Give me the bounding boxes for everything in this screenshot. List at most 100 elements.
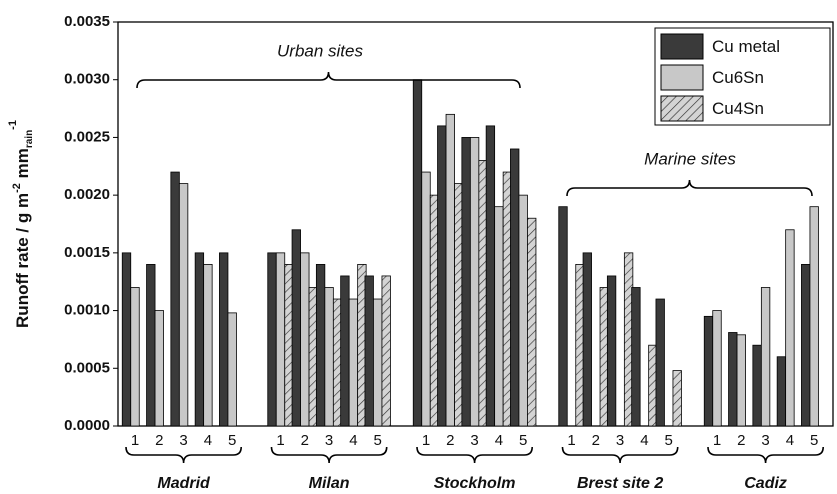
bar xyxy=(170,171,180,427)
x-tick-label: 3 xyxy=(325,432,333,449)
x-tick-label: 3 xyxy=(616,432,624,449)
bar xyxy=(178,183,189,427)
brace xyxy=(125,446,242,464)
bar xyxy=(760,287,771,427)
x-tick-label: 1 xyxy=(276,432,284,449)
brace xyxy=(136,71,521,89)
bar xyxy=(194,252,205,427)
x-tick-label: 2 xyxy=(737,432,745,449)
bar xyxy=(146,263,156,427)
bar xyxy=(364,275,374,427)
bar xyxy=(412,79,423,427)
x-tick-label: 3 xyxy=(761,432,769,449)
group-label: Madrid xyxy=(157,475,211,492)
y-tick-label: 0.0005 xyxy=(64,359,110,376)
bar xyxy=(631,287,641,427)
bar xyxy=(809,206,819,427)
y-tick-label: 0.0020 xyxy=(64,186,110,203)
group-label: Brest site 2 xyxy=(577,475,663,492)
bar xyxy=(121,252,132,427)
bar xyxy=(445,113,455,427)
x-tick-label: 4 xyxy=(495,432,503,449)
bar xyxy=(154,310,164,427)
x-tick-label: 1 xyxy=(713,432,721,449)
bar xyxy=(291,229,301,427)
y-tick-label: 0.0025 xyxy=(64,128,110,145)
group-label: Stockholm xyxy=(434,475,516,492)
brace xyxy=(566,179,813,197)
bar xyxy=(275,252,286,427)
bar xyxy=(606,275,617,427)
x-tick-label: 4 xyxy=(349,432,357,449)
bar xyxy=(203,263,213,427)
brace xyxy=(416,446,533,464)
x-tick-label: 5 xyxy=(519,432,527,449)
bar xyxy=(736,334,746,427)
bar xyxy=(785,229,795,427)
bar xyxy=(527,217,537,427)
legend-label: Cu4Sn xyxy=(712,99,764,118)
y-title-part: mm xyxy=(13,148,32,183)
x-tick-label: 2 xyxy=(446,432,454,449)
bar xyxy=(801,263,811,427)
bar xyxy=(267,252,277,427)
y-title-part: -1 xyxy=(7,120,19,130)
bar xyxy=(315,263,326,427)
bar xyxy=(752,344,762,427)
x-tick-label: 2 xyxy=(592,432,600,449)
y-tick-label: 0.0030 xyxy=(64,71,110,88)
legend-label: Cu metal xyxy=(712,37,780,56)
x-tick-label: 5 xyxy=(374,432,382,449)
bar xyxy=(510,148,520,427)
x-tick-label: 1 xyxy=(567,432,575,449)
bar xyxy=(485,125,496,427)
y-title-part: Runoff rate / g m xyxy=(13,193,32,328)
y-axis-title: Runoff rate / g m-2 mmrain -1 xyxy=(7,120,35,328)
y-title-part: -2 xyxy=(11,183,23,193)
bar xyxy=(130,287,140,427)
x-tick-label: 5 xyxy=(665,432,673,449)
bar xyxy=(381,275,391,427)
x-tick-label: 3 xyxy=(470,432,478,449)
brace xyxy=(707,446,824,464)
bar xyxy=(469,137,480,427)
bar xyxy=(219,252,229,427)
x-tick-label: 4 xyxy=(786,432,794,449)
bar xyxy=(518,194,528,427)
bar xyxy=(421,171,431,427)
x-tick-label: 5 xyxy=(810,432,818,449)
x-tick-label: 2 xyxy=(301,432,309,449)
bar xyxy=(461,137,471,427)
bar xyxy=(340,275,350,427)
bar xyxy=(672,370,682,427)
bar xyxy=(712,310,722,427)
x-tick-label: 4 xyxy=(204,432,212,449)
bar xyxy=(703,315,714,427)
bar xyxy=(558,206,568,427)
bar xyxy=(776,356,787,427)
annotation: Marine sites xyxy=(644,149,736,168)
group-label: Milan xyxy=(309,475,350,492)
brace xyxy=(561,446,679,464)
bar xyxy=(373,298,383,427)
bar xyxy=(348,298,359,427)
x-tick-label: 1 xyxy=(422,432,430,449)
x-tick-label: 3 xyxy=(179,432,187,449)
legend-swatch xyxy=(660,95,704,122)
y-tick-label: 0.0015 xyxy=(64,244,110,261)
bar xyxy=(728,332,738,427)
x-tick-label: 5 xyxy=(228,432,236,449)
bar xyxy=(437,125,447,427)
annotation: Urban sites xyxy=(277,41,363,60)
x-tick-label: 4 xyxy=(640,432,648,449)
bar xyxy=(324,287,334,427)
bar xyxy=(655,298,665,427)
bar xyxy=(300,252,310,427)
bar xyxy=(227,312,237,427)
y-tick-label: 0.0010 xyxy=(64,302,110,319)
y-tick-label: 0.0000 xyxy=(64,417,110,434)
x-tick-label: 1 xyxy=(131,432,139,449)
brace xyxy=(270,446,388,464)
